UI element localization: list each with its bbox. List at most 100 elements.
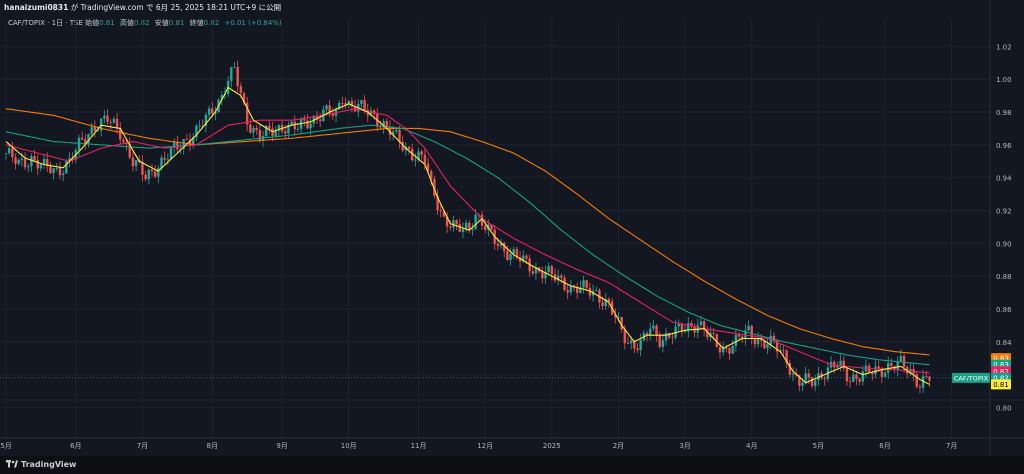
candle-body bbox=[480, 214, 484, 226]
candle-body bbox=[236, 67, 239, 87]
change-value: +0.01 (+0.84%) bbox=[224, 19, 282, 27]
candle-body bbox=[569, 285, 573, 293]
x-tick-label: 5月 bbox=[813, 442, 824, 450]
candle-body bbox=[430, 171, 433, 179]
candle-body bbox=[560, 275, 563, 278]
candle-body bbox=[379, 126, 382, 128]
candle-body bbox=[509, 254, 512, 260]
candle-body bbox=[198, 125, 201, 127]
candle-body bbox=[58, 168, 62, 176]
candle-body bbox=[410, 149, 414, 161]
candle-body bbox=[84, 139, 87, 144]
candle-body bbox=[718, 346, 722, 353]
tradingview-brand[interactable]: TradingView bbox=[6, 460, 76, 469]
candle-body bbox=[204, 114, 208, 126]
candle-body bbox=[290, 121, 293, 125]
candle-body bbox=[331, 113, 335, 116]
candle-body bbox=[258, 130, 262, 141]
publish-info: が TradingView.com で 6月 25, 2025 18:21 UT… bbox=[68, 3, 282, 12]
x-tick-label: 10月 bbox=[341, 442, 357, 450]
y-tick-label: 0.92 bbox=[996, 207, 1012, 215]
x-tick-label: 8月 bbox=[207, 442, 218, 450]
candle-body bbox=[579, 287, 582, 293]
candle-body bbox=[534, 267, 538, 274]
candle-body bbox=[668, 332, 671, 338]
publish-header: hanaizumi0831 が TradingView.com で 6月 25,… bbox=[4, 2, 281, 16]
candle-body bbox=[620, 317, 623, 330]
publisher-name[interactable]: hanaizumi0831 bbox=[4, 3, 69, 12]
candle-body bbox=[458, 224, 461, 232]
price-axis-label: 0.83 bbox=[993, 355, 1009, 363]
candle-body bbox=[845, 368, 849, 382]
y-tick-label: 0.88 bbox=[996, 273, 1012, 281]
candle-body bbox=[544, 272, 547, 279]
candle-body bbox=[122, 139, 125, 142]
candle-body bbox=[144, 174, 147, 180]
candle-body bbox=[369, 110, 373, 116]
candle-body bbox=[737, 334, 741, 337]
candle-body bbox=[388, 126, 392, 136]
candle-body bbox=[858, 378, 861, 382]
candle-body bbox=[588, 287, 592, 296]
candle-body bbox=[4, 153, 8, 154]
candle-body bbox=[303, 118, 306, 121]
candle-body bbox=[626, 343, 630, 344]
candle-body bbox=[71, 158, 74, 160]
candle-body bbox=[27, 166, 30, 168]
candle-body bbox=[449, 226, 452, 228]
candle-body bbox=[464, 222, 468, 229]
candle-body bbox=[452, 220, 455, 228]
x-tick-label: 7月 bbox=[137, 442, 148, 450]
candle-body bbox=[715, 333, 719, 347]
candle-body bbox=[153, 171, 157, 177]
candle-body bbox=[877, 366, 880, 369]
candle-body bbox=[788, 363, 792, 375]
price-axis-label: 0.83 bbox=[993, 361, 1009, 369]
candle-body bbox=[93, 127, 97, 131]
candle-body bbox=[680, 323, 684, 332]
candle-body bbox=[17, 159, 20, 164]
x-tick-label: 12月 bbox=[477, 442, 493, 450]
candle-body bbox=[648, 328, 652, 336]
candle-body bbox=[141, 161, 144, 175]
x-tick-label: 6月 bbox=[879, 442, 890, 450]
candle-body bbox=[734, 334, 738, 347]
candle-body bbox=[890, 363, 893, 367]
candle-body bbox=[391, 131, 395, 136]
candle-body bbox=[814, 380, 817, 387]
candle-body bbox=[483, 225, 487, 230]
candle-body bbox=[725, 348, 728, 349]
candle-body bbox=[804, 373, 807, 383]
candle-body bbox=[385, 121, 388, 127]
candle-body bbox=[242, 93, 246, 103]
candle-body bbox=[823, 378, 826, 380]
candle-body bbox=[925, 376, 928, 378]
candle-body bbox=[712, 332, 715, 334]
candle-body bbox=[687, 323, 690, 332]
candle-body bbox=[775, 340, 779, 352]
candle-body bbox=[7, 148, 11, 154]
candle-body bbox=[420, 151, 423, 155]
candle-body bbox=[306, 120, 309, 129]
candle-body bbox=[328, 105, 331, 114]
candle-body bbox=[46, 158, 49, 167]
candle-body bbox=[417, 151, 420, 160]
candle-body bbox=[623, 329, 626, 344]
y-tick-label: 0.80 bbox=[996, 404, 1012, 412]
candle-body bbox=[338, 102, 341, 110]
price-axis-label: 0.82 bbox=[993, 374, 1009, 382]
candle-body bbox=[363, 100, 366, 111]
candle-body bbox=[455, 220, 458, 225]
candle-body bbox=[699, 321, 703, 326]
symbol-title[interactable]: CAF/TOPIX · 1日 · TSE bbox=[8, 19, 83, 27]
symbol-tag: CAF/TOPIX bbox=[954, 374, 989, 382]
candle-body bbox=[87, 134, 90, 144]
candle-body bbox=[52, 168, 55, 174]
x-tick-label: 11月 bbox=[411, 442, 427, 450]
high-label: 高値 bbox=[119, 19, 134, 27]
x-tick-label: 6月 bbox=[70, 442, 81, 450]
candle-body bbox=[395, 129, 398, 132]
ma-long-line bbox=[5, 108, 930, 356]
candle-body bbox=[496, 243, 500, 246]
